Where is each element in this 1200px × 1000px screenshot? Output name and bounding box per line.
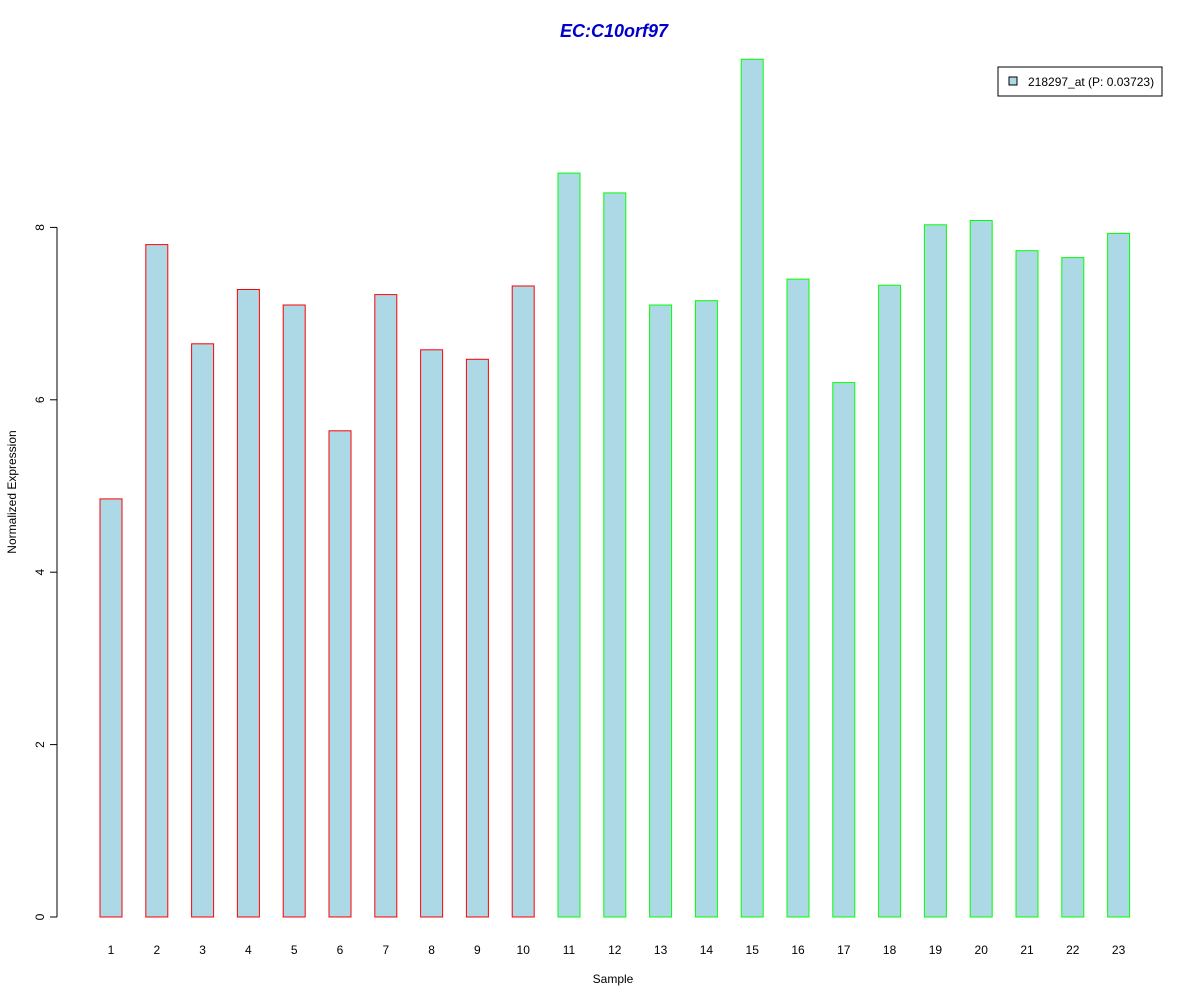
x-tick-label: 6: [337, 943, 344, 957]
x-axis-title: Sample: [593, 972, 634, 986]
chart-title: EC:C10orf97: [560, 21, 669, 41]
legend-label: 218297_at (P: 0.03723): [1028, 75, 1154, 89]
legend-box: [997, 66, 1163, 97]
x-tick-label: 16: [791, 943, 805, 957]
x-tick-label: 10: [517, 943, 531, 957]
bar-sample-21: [1015, 250, 1039, 918]
x-tick-label: 12: [608, 943, 622, 957]
legend: 218297_at (P: 0.03723): [997, 66, 1163, 97]
x-tick-label: 2: [153, 943, 160, 957]
bar-sample-2: [145, 244, 169, 918]
bar-sample-14: [694, 300, 718, 918]
bar-sample-4: [236, 289, 260, 918]
y-tick-label: 6: [33, 396, 47, 403]
x-tick-label: 5: [291, 943, 298, 957]
bar-sample-9: [465, 358, 489, 918]
legend-swatch: [1008, 76, 1018, 86]
y-axis: 0 2 4 6 8: [33, 224, 58, 920]
bar-sample-23: [1107, 232, 1131, 918]
bars: [99, 58, 1131, 918]
bar-sample-22: [1061, 257, 1085, 918]
x-tick-label: 7: [382, 943, 389, 957]
x-tick-label: 21: [1020, 943, 1034, 957]
bar-sample-11: [557, 172, 581, 918]
x-tick-labels: 1 2 3 4 5 6 7 8 9 10 11 12 13 14 15 16 17 18 19 20 21 22 23: [108, 943, 1126, 957]
x-tick-label: 13: [654, 943, 668, 957]
bar-sample-15: [740, 58, 764, 918]
x-tick-label: 19: [929, 943, 943, 957]
y-tick-label: 0: [33, 913, 47, 920]
x-tick-label: 3: [199, 943, 206, 957]
x-tick-label: 15: [746, 943, 760, 957]
bar-sample-6: [328, 430, 352, 918]
y-tick-label: 8: [33, 224, 47, 231]
bar-sample-7: [374, 294, 398, 918]
bar-sample-19: [923, 224, 947, 918]
x-tick-label: 17: [837, 943, 851, 957]
x-tick-label: 14: [700, 943, 714, 957]
x-tick-label: 11: [563, 943, 576, 957]
y-axis-title: Normalized Expression: [5, 430, 19, 553]
x-tick-label: 1: [108, 943, 115, 957]
bar-sample-18: [878, 284, 902, 918]
x-tick-label: 4: [245, 943, 252, 957]
y-tick-label: 2: [33, 741, 47, 748]
bar-sample-3: [191, 343, 215, 918]
bar-sample-20: [969, 220, 993, 918]
bar-sample-5: [282, 304, 306, 918]
bar-sample-8: [420, 349, 444, 918]
x-tick-label: 9: [474, 943, 481, 957]
y-tick-label: 4: [33, 569, 47, 576]
bar-sample-10: [511, 285, 535, 918]
bar-sample-13: [649, 304, 673, 918]
x-tick-label: 20: [975, 943, 989, 957]
x-tick-label: 22: [1066, 943, 1080, 957]
x-tick-label: 8: [428, 943, 435, 957]
x-tick-label: 18: [883, 943, 897, 957]
bar-sample-12: [603, 192, 627, 918]
bar-sample-1: [99, 498, 123, 918]
x-tick-label: 23: [1112, 943, 1126, 957]
bar-sample-17: [832, 382, 856, 918]
bar-sample-16: [786, 278, 810, 918]
